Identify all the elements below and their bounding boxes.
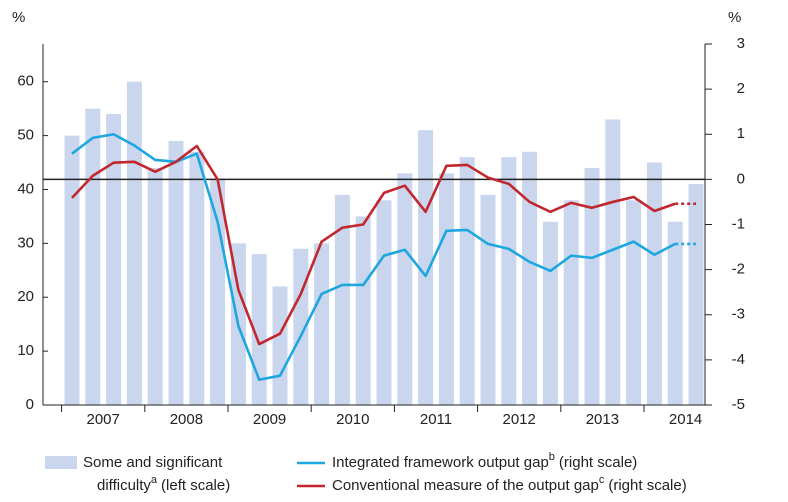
bar [667,221,683,405]
y2-tick-label: -3 [732,306,745,323]
bar [542,221,558,405]
bar [168,140,184,405]
bar [501,157,517,405]
legend-swatch [45,456,77,469]
bar [355,216,371,405]
y2-tick-label: -2 [732,261,745,278]
x-tick-label: 2012 [503,411,536,428]
x-tick-label: 2011 [420,411,452,428]
bar [376,200,392,405]
legend-label: Integrated framework output gapb (right s… [332,451,637,471]
y-tick-label: 50 [17,127,34,144]
bar [605,119,621,406]
x-tick-label: 2008 [170,411,203,428]
y-unit: % [12,9,25,26]
y2-tick-label: 3 [737,35,745,52]
y-tick-label: 40 [17,180,34,197]
y-tick-label: 10 [17,342,34,359]
x-tick-label: 2010 [336,411,369,428]
bar [522,151,538,405]
legend-suffix: (right scale) [608,477,686,494]
legend-name: Some and significant [83,454,223,471]
y2-tick-label: -5 [732,396,745,413]
bar [563,200,579,405]
y-tick-label: 60 [17,73,34,90]
bar [334,194,350,405]
bar [126,81,142,405]
bar [272,286,288,405]
y2-tick-label: 0 [737,170,745,187]
y2-tick-label: -4 [732,351,745,368]
bar [418,130,434,405]
bar [64,135,80,405]
legend-name: Conventional measure of the output gap [332,477,599,494]
legend-label: Conventional measure of the output gapc(… [332,474,687,494]
bar [85,108,101,406]
x-tick-label: 2013 [586,411,619,428]
y2-tick-label: -1 [732,215,745,232]
x-tick-label: 2007 [87,411,120,428]
bar [584,167,600,405]
x-tick-label: 2014 [669,411,702,428]
legend-name: difficulty [97,477,151,494]
bar [189,151,205,405]
y-tick-label: 0 [26,396,34,413]
y2-unit: % [728,9,741,26]
y2-tick-label: 2 [737,80,745,97]
y2-tick-label: 1 [737,125,745,142]
legend-suffix: (right scale) [559,454,637,471]
bar [314,243,330,405]
bar [688,184,704,405]
legend-suffix: (left scale) [161,477,230,494]
y-tick-label: 20 [17,288,34,305]
line-series [71,144,676,346]
bar [438,173,454,405]
legend-label: Some and significant difficultya (left sca… [83,454,230,494]
x-tick-label: 2009 [253,411,286,428]
bar [147,167,163,405]
bar [459,157,475,405]
bar [106,114,122,406]
legend-sup: c [599,474,605,486]
legend-sup: a [151,474,158,486]
legend-name: Integrated framework output gap [332,454,549,471]
bar [480,194,496,405]
legend-sup: b [549,451,555,463]
bar [626,200,642,405]
bar [397,173,413,405]
y-tick-label: 30 [17,234,34,251]
line-series [71,132,676,382]
bar [646,162,662,405]
